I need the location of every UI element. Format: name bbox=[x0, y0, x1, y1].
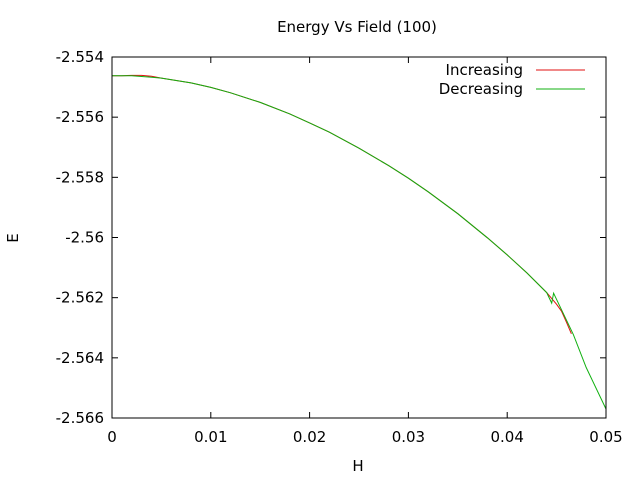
y-tick-label: -2.566 bbox=[56, 409, 104, 427]
y-tick-label: -2.562 bbox=[56, 289, 104, 307]
x-axis-label: H bbox=[352, 457, 363, 475]
series-layer bbox=[112, 74, 607, 410]
x-tick-label: 0.01 bbox=[194, 428, 227, 446]
axis-ticks bbox=[111, 56, 607, 419]
chart-title: Energy Vs Field (100) bbox=[277, 18, 437, 36]
y-tick-label: -2.564 bbox=[56, 349, 104, 367]
series-line-decreasing bbox=[112, 75, 607, 410]
plot-border bbox=[111, 56, 607, 419]
x-tick-label: 0.04 bbox=[490, 428, 523, 446]
x-tick-label: 0 bbox=[107, 428, 117, 446]
y-tick-label: -2.56 bbox=[65, 229, 104, 247]
x-tick-label: 0.05 bbox=[589, 428, 622, 446]
x-tick-label: 0.03 bbox=[392, 428, 425, 446]
series-line-increasing bbox=[112, 74, 572, 334]
tick-labels: 0 0.01 0.02 0.03 0.04 0.05 -2.566 -2.564 -2.562 -… bbox=[56, 48, 623, 446]
legend-label-decreasing: Decreasing bbox=[439, 80, 523, 98]
legend-label-increasing: Increasing bbox=[446, 61, 523, 79]
y-tick-label: -2.556 bbox=[56, 108, 104, 126]
y-axis-label: E bbox=[4, 233, 22, 242]
x-tick-label: 0.02 bbox=[293, 428, 326, 446]
y-tick-label: -2.558 bbox=[56, 168, 104, 186]
y-tick-label: -2.554 bbox=[56, 48, 104, 66]
